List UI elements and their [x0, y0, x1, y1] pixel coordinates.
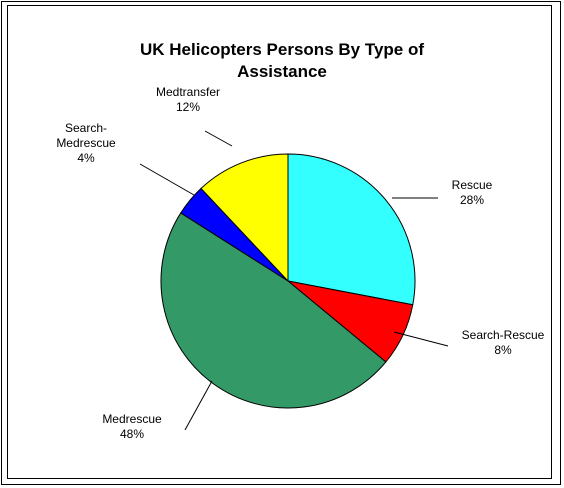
leader-line-search-medrescue	[139, 163, 195, 196]
slice-labels: Rescue28%Search-Rescue8%Medrescue48%Sear…	[56, 85, 544, 441]
slice-label-search-rescue-name: Search-Rescue	[462, 328, 545, 342]
chart-title: UK Helicopters Persons By Type of Assist…	[140, 40, 424, 81]
slice-label-medrescue-name: Medrescue	[102, 412, 162, 426]
leader-line-search-rescue	[393, 331, 449, 347]
pie-slice-medrescue	[160, 212, 387, 409]
slice-label-medtransfer-percent: 12%	[176, 100, 200, 114]
leader-line-medrescue	[184, 380, 213, 431]
slice-label-rescue-percent: 28%	[460, 193, 484, 207]
pie-slices	[160, 153, 416, 409]
slice-label-medrescue-percent: 48%	[120, 427, 144, 441]
slice-label-search-medrescue-name: Search-	[65, 121, 107, 135]
slice-label-search-medrescue-name: Medrescue	[56, 136, 116, 150]
pie-slice-rescue	[287, 153, 416, 306]
slice-label-medtransfer-name: Medtransfer	[156, 85, 220, 99]
pie-slice-medtransfer	[200, 153, 289, 283]
chart-title-line-1: UK Helicopters Persons By Type of	[140, 40, 424, 59]
chart-inner-border	[7, 5, 552, 479]
leader-lines	[139, 130, 449, 431]
leader-line-medtransfer	[204, 130, 233, 147]
slice-label-search-medrescue-percent: 4%	[77, 151, 95, 165]
chart-title-line-2: Assistance	[237, 62, 327, 81]
slice-label-rescue-name: Rescue	[452, 178, 493, 192]
slice-label-search-rescue-percent: 8%	[494, 343, 512, 357]
